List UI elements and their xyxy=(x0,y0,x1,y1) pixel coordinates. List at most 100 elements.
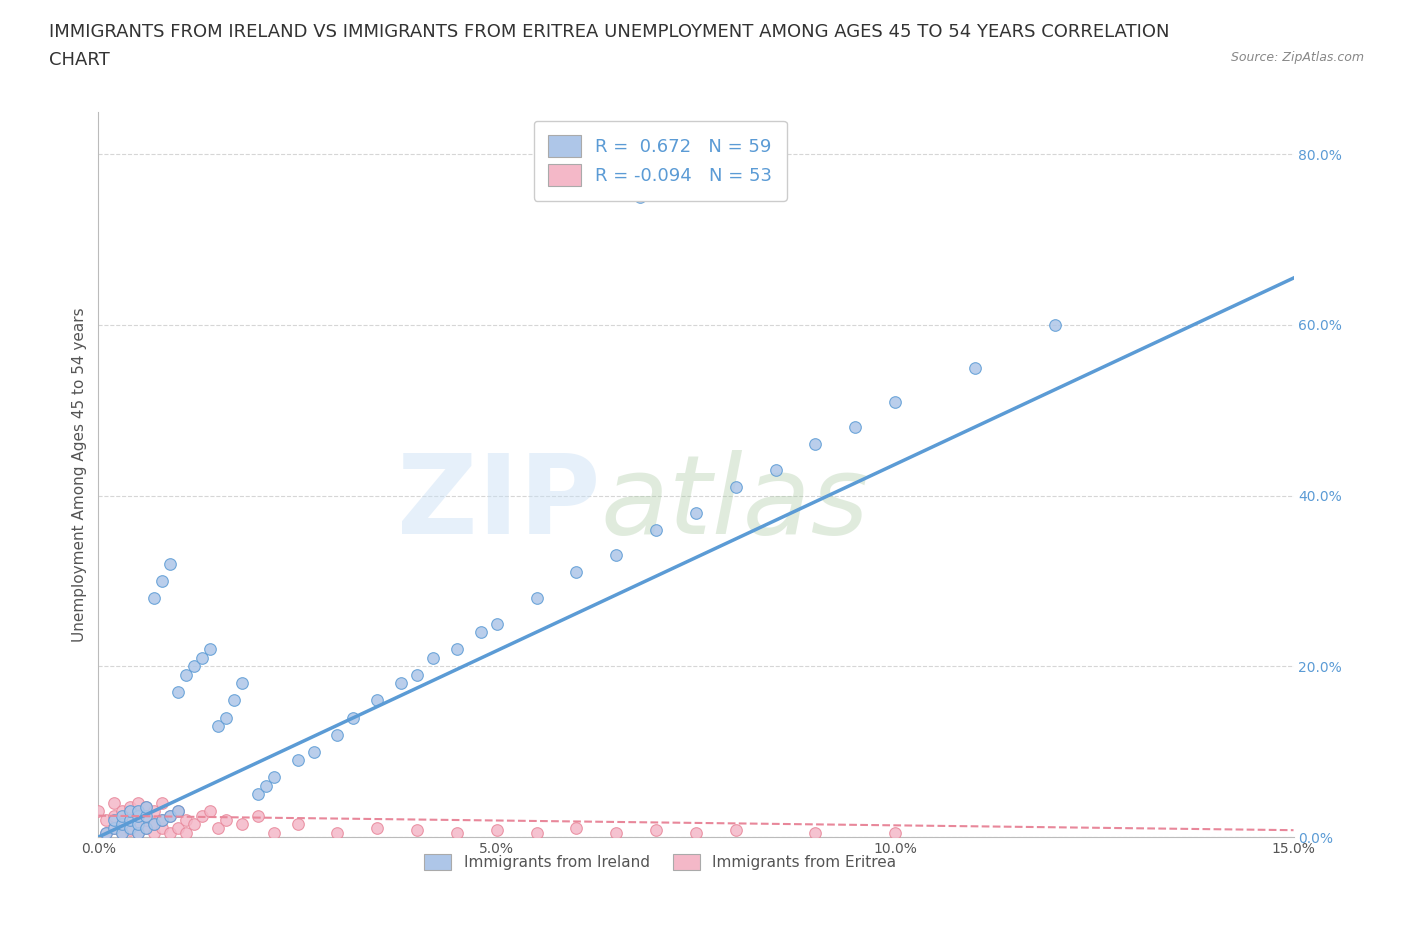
Point xyxy=(446,642,468,657)
Point xyxy=(159,808,181,823)
Point xyxy=(628,190,651,205)
Point xyxy=(724,823,747,838)
Point xyxy=(406,668,429,683)
Point xyxy=(884,825,907,840)
Point xyxy=(287,817,309,831)
Point xyxy=(120,804,142,818)
Point xyxy=(120,821,142,836)
Point xyxy=(120,800,142,815)
Point xyxy=(143,817,166,831)
Point xyxy=(143,591,166,605)
Legend: Immigrants from Ireland, Immigrants from Eritrea: Immigrants from Ireland, Immigrants from… xyxy=(418,848,903,876)
Point xyxy=(96,825,118,840)
Point xyxy=(135,813,157,828)
Point xyxy=(135,800,157,815)
Point xyxy=(150,813,173,828)
Point xyxy=(135,808,157,823)
Point xyxy=(103,821,125,836)
Point xyxy=(326,727,349,742)
Point xyxy=(366,821,388,836)
Point xyxy=(406,823,429,838)
Point xyxy=(342,711,364,725)
Point xyxy=(159,808,181,823)
Point xyxy=(127,804,149,818)
Point xyxy=(231,676,253,691)
Point xyxy=(167,804,190,818)
Point xyxy=(485,823,508,838)
Point xyxy=(605,825,627,840)
Point xyxy=(167,684,190,699)
Point xyxy=(389,676,412,691)
Point xyxy=(103,813,125,828)
Point xyxy=(470,625,492,640)
Point xyxy=(645,823,668,838)
Point xyxy=(685,505,707,520)
Point xyxy=(120,813,142,828)
Point xyxy=(446,825,468,840)
Point xyxy=(605,548,627,563)
Point xyxy=(422,650,444,665)
Point xyxy=(150,574,173,589)
Text: CHART: CHART xyxy=(49,51,110,69)
Point xyxy=(143,817,166,831)
Point xyxy=(565,821,588,836)
Point xyxy=(135,821,157,836)
Point xyxy=(96,825,118,840)
Point xyxy=(87,804,110,818)
Point xyxy=(207,719,229,734)
Point xyxy=(174,825,197,840)
Point xyxy=(150,813,173,828)
Point xyxy=(191,650,214,665)
Point xyxy=(963,360,986,375)
Point xyxy=(844,420,866,435)
Text: Source: ZipAtlas.com: Source: ZipAtlas.com xyxy=(1230,51,1364,64)
Point xyxy=(127,825,149,840)
Point xyxy=(96,813,118,828)
Text: atlas: atlas xyxy=(600,450,869,557)
Point xyxy=(485,617,508,631)
Point xyxy=(191,808,214,823)
Point xyxy=(111,817,134,831)
Point xyxy=(150,795,173,810)
Point xyxy=(103,821,125,836)
Point xyxy=(167,804,190,818)
Point xyxy=(765,462,787,477)
Point xyxy=(724,480,747,495)
Point xyxy=(120,823,142,838)
Point xyxy=(143,825,166,840)
Point xyxy=(215,813,238,828)
Point xyxy=(183,658,205,673)
Point xyxy=(222,693,245,708)
Point xyxy=(127,817,149,831)
Point xyxy=(263,825,285,840)
Point xyxy=(804,437,827,452)
Point xyxy=(645,523,668,538)
Point xyxy=(120,813,142,828)
Point xyxy=(198,804,221,818)
Point xyxy=(127,817,149,831)
Text: ZIP: ZIP xyxy=(396,450,600,557)
Point xyxy=(302,744,325,759)
Point xyxy=(174,668,197,683)
Point xyxy=(111,808,134,823)
Point xyxy=(198,642,221,657)
Y-axis label: Unemployment Among Ages 45 to 54 years: Unemployment Among Ages 45 to 54 years xyxy=(72,307,87,642)
Point xyxy=(111,825,134,840)
Point xyxy=(207,821,229,836)
Point xyxy=(215,711,238,725)
Point xyxy=(183,817,205,831)
Point xyxy=(167,821,190,836)
Point xyxy=(804,825,827,840)
Point xyxy=(127,808,149,823)
Point xyxy=(884,394,907,409)
Point xyxy=(111,804,134,818)
Point xyxy=(150,821,173,836)
Point xyxy=(143,804,166,818)
Point xyxy=(326,825,349,840)
Point xyxy=(1043,317,1066,332)
Point xyxy=(135,821,157,836)
Point xyxy=(526,591,548,605)
Point xyxy=(127,795,149,810)
Text: IMMIGRANTS FROM IRELAND VS IMMIGRANTS FROM ERITREA UNEMPLOYMENT AMONG AGES 45 TO: IMMIGRANTS FROM IRELAND VS IMMIGRANTS FR… xyxy=(49,23,1170,41)
Point xyxy=(231,817,253,831)
